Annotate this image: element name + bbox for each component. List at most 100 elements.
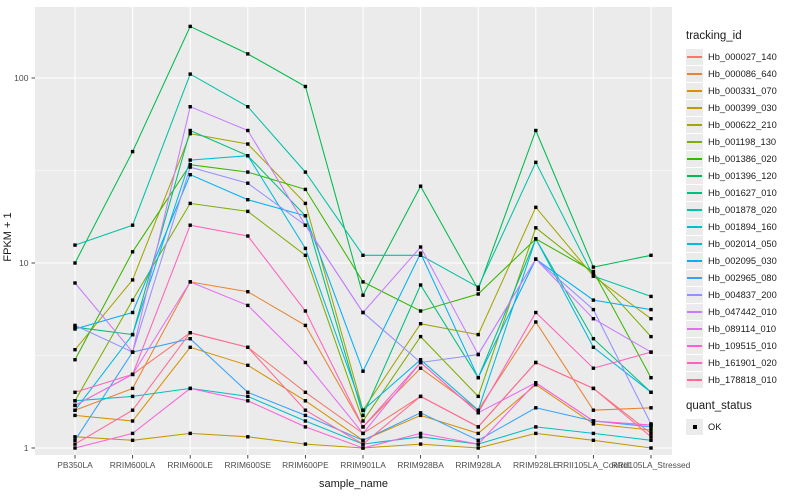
legend-item-Hb_047442_010: Hb_047442_010: [686, 303, 798, 320]
data-point: [591, 265, 596, 269]
y-tick-label: 100: [14, 73, 29, 83]
data-point: [649, 334, 653, 339]
data-point: [649, 423, 653, 427]
data-point: [476, 352, 480, 357]
data-point: [246, 105, 250, 109]
legend-title-tracking-id: tracking_id: [686, 30, 742, 42]
legend-key-line-icon: [686, 116, 703, 133]
x-tick-label: RRIM600LA: [110, 460, 156, 470]
legend-item-Hb_000086_640: Hb_000086_640: [686, 65, 798, 82]
data-point: [188, 345, 192, 349]
data-point: [303, 408, 308, 412]
data-point: [130, 278, 135, 282]
panel-background: [35, 7, 672, 455]
data-point: [418, 334, 423, 339]
data-point: [534, 310, 538, 315]
data-point: [303, 253, 308, 257]
data-point: [303, 419, 308, 423]
data-point: [418, 360, 423, 365]
data-point: [188, 132, 192, 136]
data-point: [361, 369, 365, 373]
data-point: [361, 431, 365, 436]
legend-item-Hb_002014_050: Hb_002014_050: [686, 235, 798, 252]
data-point: [418, 394, 423, 399]
data-point: [188, 280, 192, 284]
data-point: [649, 425, 653, 429]
legend-item-label: Hb_000086_640: [708, 68, 777, 79]
data-point: [361, 408, 365, 412]
legend-item-Hb_178818_010: Hb_178818_010: [686, 371, 798, 388]
data-point: [73, 325, 77, 329]
data-point: [188, 72, 192, 76]
data-point: [246, 198, 250, 202]
data-point: [73, 435, 77, 439]
legend-item-label: Hb_001894_160: [708, 221, 777, 232]
legend-item-Hb_001627_010: Hb_001627_010: [686, 184, 798, 201]
x-tick-label: RRIM928BA: [397, 460, 444, 470]
legend-item-Hb_000331_070: Hb_000331_070: [686, 82, 798, 99]
data-point: [130, 438, 135, 442]
legend-item-label: Hb_002014_050: [708, 238, 777, 249]
data-point: [534, 425, 538, 429]
data-point: [188, 158, 192, 162]
data-point: [534, 160, 538, 164]
x-tick-label: RRIM600SE: [225, 460, 272, 470]
legend-item-label: Hb_001198_130: [708, 136, 777, 147]
data-point: [418, 435, 423, 439]
data-point: [73, 348, 77, 352]
data-point: [246, 435, 250, 439]
data-point: [130, 419, 135, 423]
legend-items: Hb_000027_140 Hb_000086_640 Hb_000331_070 H…: [686, 48, 798, 388]
data-point: [649, 435, 653, 439]
data-point: [130, 408, 135, 412]
data-point: [418, 283, 423, 287]
data-point: [649, 446, 653, 450]
data-point: [476, 442, 480, 446]
legend-key-square-icon: [686, 418, 703, 435]
data-point: [418, 358, 423, 362]
data-point: [591, 408, 596, 412]
x-tick-label: RRIM928LA: [455, 460, 501, 470]
data-point: [246, 170, 250, 174]
data-point: [130, 431, 135, 436]
data-point: [534, 226, 538, 230]
legend-item-Hb_000027_140: Hb_000027_140: [686, 48, 798, 65]
data-point: [303, 360, 308, 365]
data-point: [591, 269, 596, 274]
data-point: [591, 366, 596, 370]
data-point: [418, 253, 423, 257]
legend-key-line-icon: [686, 269, 703, 286]
legend-key-line-icon: [686, 354, 703, 371]
x-tick-label: RRIM928LE: [513, 460, 559, 470]
data-point: [303, 425, 308, 429]
data-point: [303, 390, 308, 394]
data-point: [303, 323, 308, 328]
data-point: [246, 303, 250, 308]
data-point: [246, 234, 250, 238]
data-point: [418, 413, 423, 418]
legend: tracking_id Hb_000027_140 Hb_000086_640 Hb…: [686, 30, 798, 435]
data-point: [303, 246, 308, 251]
data-point: [649, 428, 653, 432]
data-point: [476, 376, 480, 380]
data-point: [476, 431, 480, 436]
x-tick-label: RRIM901LA: [340, 460, 386, 470]
data-point: [246, 399, 250, 403]
data-point: [534, 205, 538, 209]
data-point: [649, 307, 653, 312]
x-tick-label: RRII105LA_Control: [557, 460, 630, 470]
legend-title-quant-status: quant_status: [686, 400, 752, 412]
data-point: [534, 383, 538, 387]
data-point: [361, 280, 365, 284]
data-point: [418, 431, 423, 436]
legend-quant-status: quant_status OK: [686, 400, 798, 435]
data-point: [246, 363, 250, 367]
data-point: [534, 128, 538, 133]
legend-key-line-icon: [686, 150, 703, 167]
data-point: [476, 438, 480, 442]
legend-key-line-icon: [686, 218, 703, 235]
data-point: [73, 399, 77, 403]
data-point: [303, 223, 308, 227]
data-point: [591, 298, 596, 302]
